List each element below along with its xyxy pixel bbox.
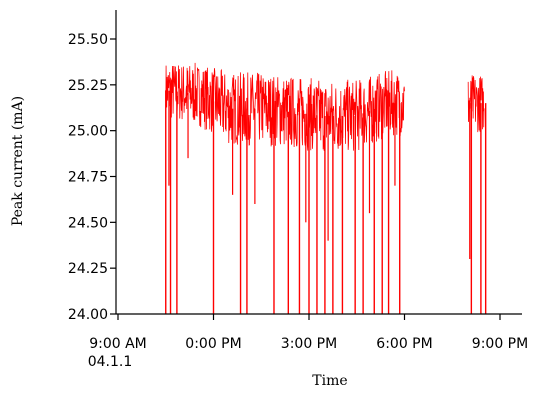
series-line bbox=[165, 62, 405, 151]
axes bbox=[115, 10, 522, 315]
x-tick-label: 9:00 PM bbox=[472, 336, 528, 352]
y-ticks: 24.00 24.25 24.50 24.75 25.00 25.25 25.50 bbox=[68, 32, 116, 323]
y-tick-label: 24.75 bbox=[68, 170, 108, 186]
x-tick-sublabel: 04.1.1 bbox=[88, 354, 133, 370]
y-tick-label: 24.50 bbox=[68, 215, 108, 231]
x-tick-label: 6:00 PM bbox=[376, 336, 432, 352]
x-tick-label: 9:00 AM bbox=[89, 336, 147, 352]
y-tick-label: 25.50 bbox=[68, 32, 108, 48]
x-axis-title: Time bbox=[312, 373, 347, 389]
x-tick-label: 3:00 PM bbox=[281, 336, 337, 352]
y-axis-title: Peak current (mA) bbox=[10, 96, 26, 226]
plot-area bbox=[165, 62, 487, 314]
y-tick-label: 24.00 bbox=[68, 307, 108, 323]
series-line bbox=[467, 75, 485, 133]
y-tick-label: 24.25 bbox=[68, 261, 108, 277]
y-tick-label: 25.00 bbox=[68, 124, 108, 140]
x-ticks: 9:00 AM 04.1.1 0:00 PM 3:00 PM 6:00 PM 9:00 P… bbox=[88, 314, 528, 370]
y-tick-label: 25.25 bbox=[68, 78, 108, 94]
x-tick-label: 0:00 PM bbox=[185, 336, 241, 352]
